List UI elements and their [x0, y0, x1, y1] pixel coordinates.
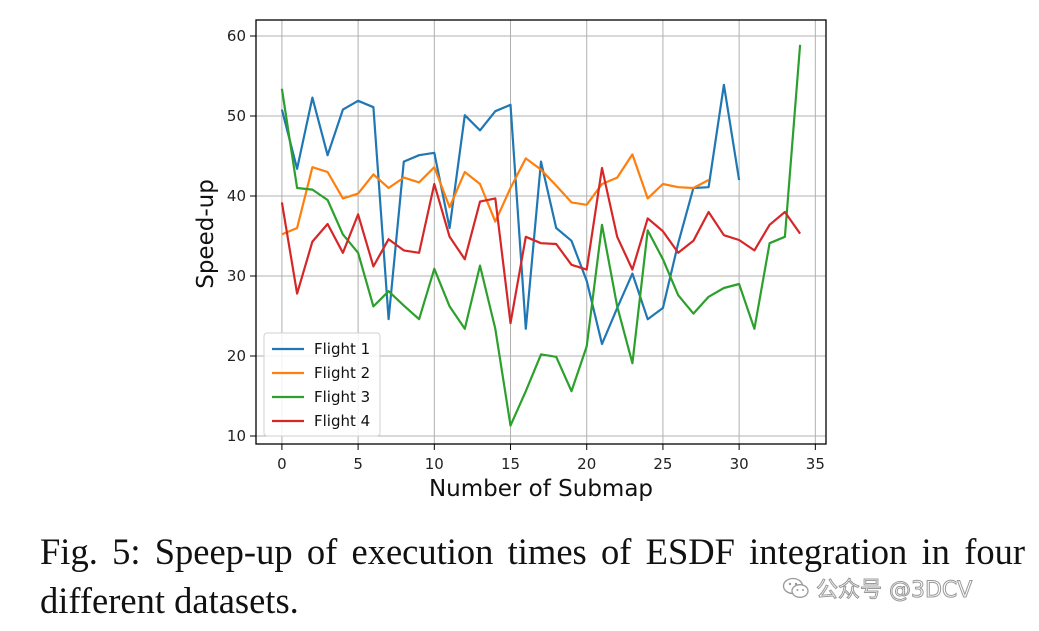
legend-label: Flight 2 — [314, 364, 370, 382]
figure-caption: Fig. 5: Speep-up of execution times of E… — [40, 531, 1025, 621]
y-axis-label: Speed-up — [193, 179, 219, 289]
y-tick-label: 40 — [227, 187, 246, 205]
x-axis-ticks: 0 5 10 15 20 25 30 35 — [277, 444, 825, 473]
series-line-flight-4 — [280, 166, 801, 325]
x-tick-label: 25 — [653, 455, 672, 473]
x-tick-label: 10 — [425, 455, 444, 473]
y-tick-label: 60 — [227, 27, 246, 45]
series-line-flight-2 — [281, 153, 710, 236]
wechat-icon — [782, 577, 809, 598]
watermark-text: 公众号 @3DCV — [815, 578, 973, 604]
legend-label: Flight 1 — [314, 340, 370, 358]
x-tick-label: 15 — [501, 455, 520, 473]
y-tick-label: 50 — [227, 107, 246, 125]
plot-frame — [255, 19, 827, 445]
y-tick-label: 20 — [227, 347, 246, 365]
legend: Flight 1 Flight 2 Flight 3 Flight 4 — [263, 332, 381, 437]
speedup-line-chart: 0 5 10 15 20 25 30 35 10 20 30 40 50 60 Number of Su… — [193, 19, 827, 502]
y-tick-label: 10 — [227, 427, 246, 445]
series-line-flight-1 — [280, 83, 741, 346]
x-tick-label: 5 — [353, 455, 363, 473]
x-tick-label: 20 — [577, 455, 596, 473]
x-tick-label: 0 — [277, 455, 287, 473]
x-tick-label: 30 — [730, 455, 749, 473]
y-axis-ticks: 10 20 30 40 50 60 — [227, 27, 256, 445]
series-line-flight-3 — [280, 44, 802, 427]
series-lines — [280, 44, 802, 427]
x-axis-label: Number of Submap — [429, 476, 653, 502]
x-tick-label: 35 — [806, 455, 825, 473]
legend-label: Flight 4 — [314, 412, 370, 430]
legend-box — [263, 332, 381, 437]
legend-label: Flight 3 — [314, 388, 370, 406]
watermark: 公众号 @3DCV — [782, 572, 973, 604]
y-tick-label: 30 — [227, 267, 246, 285]
